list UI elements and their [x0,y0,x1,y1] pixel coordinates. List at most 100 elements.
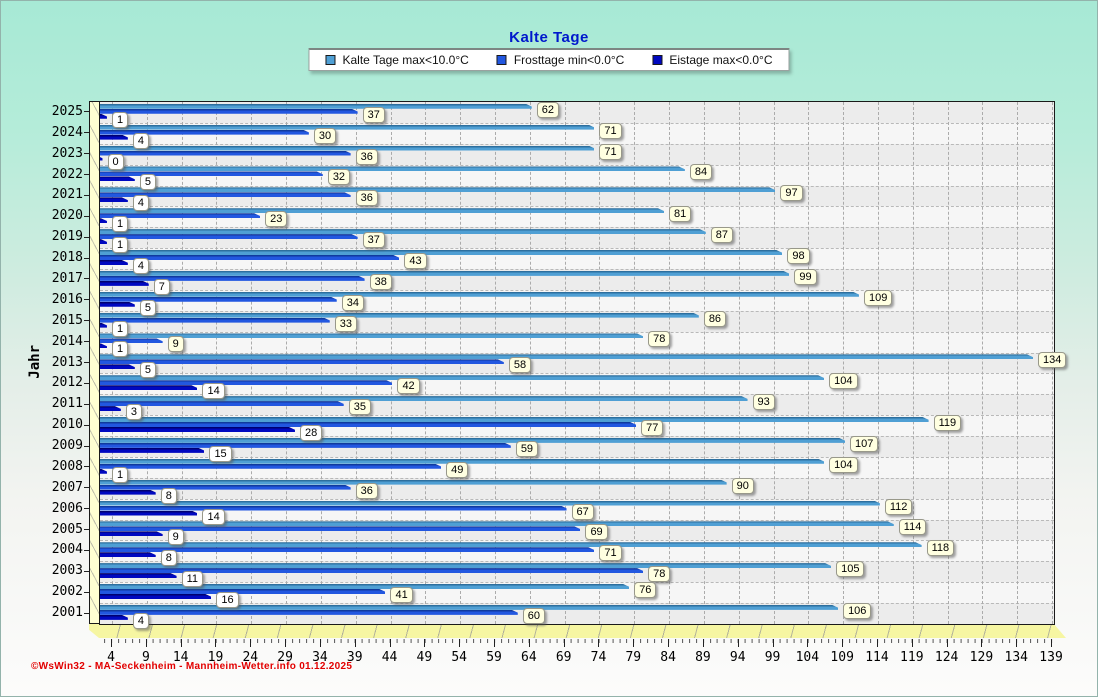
vertical-gridline [912,102,914,624]
legend-item-eistage: Eistage max<0.0°C [652,53,773,67]
bar-eis-2013 [100,364,135,369]
bar-frost-2015 [100,318,330,323]
bar-value-label: 1 [111,466,129,483]
y-axis-label: 2020 [51,208,83,224]
bar-value-label: 67 [571,503,594,520]
y-axis-tick [84,111,89,113]
bar-kalte-2023 [100,146,594,151]
x-axis-tick [424,639,426,647]
bar-frost-2003 [100,568,643,573]
bar-eis-2023 [100,156,103,161]
vertical-gridline [564,102,566,624]
bar-value-label: 99 [794,268,817,285]
bar-value-label: 36 [355,190,378,207]
bar-eis-2008 [100,469,107,474]
bar-eis-2004 [100,552,156,557]
vertical-gridline [982,102,984,624]
bar-frost-2002 [100,589,385,594]
y-axis-label: 2003 [51,563,83,579]
bar-frost-2024 [100,130,309,135]
bar-value-label: 41 [390,587,413,604]
bar-eis-2015 [100,323,107,328]
bar-frost-2025 [100,109,358,114]
y-axis-label: 2022 [51,166,83,182]
bar-eis-2001 [100,615,128,620]
y-axis-tick [84,549,89,551]
x-axis-label: 44 [381,650,398,665]
bar-value-label: 78 [648,566,671,583]
bar-kalte-2019 [100,229,706,234]
bar-value-label: 49 [446,461,469,478]
bar-value-label: 77 [641,420,664,436]
x-axis-label: 119 [900,650,924,665]
bar-eis-2007 [100,490,156,495]
y-axis-tick [84,174,89,176]
bar-frost-2019 [100,234,358,239]
bar-value-label: 5 [139,174,156,191]
bar-value-label: 23 [265,211,288,228]
bar-value-label: 34 [341,294,364,311]
y-axis-tick [84,341,89,343]
y-axis-label: 2001 [51,605,83,621]
bar-frost-2008 [100,464,441,469]
x-axis-tick [354,639,356,647]
horizontal-gridline [100,415,1054,417]
bar-kalte-2014 [100,333,643,338]
bar-value-label: 36 [355,482,378,499]
y-axis-label: 2012 [51,375,83,391]
bar-value-label: 112 [884,498,913,515]
bar-kalte-2017 [100,271,789,276]
horizontal-gridline [100,373,1054,375]
x-axis: 4 9 14 19 24 29 34 39 44 49 54 59 64 69 74 79 84 89 94 99 10… [99,639,1063,671]
bar-kalte-2021 [100,187,775,192]
x-axis-tick [772,639,774,647]
x-axis-label: 4 [107,650,115,665]
horizontal-gridline [100,519,1054,521]
bar-value-label: 78 [648,331,671,348]
x-axis-tick [145,639,147,647]
bar-frost-2007 [100,485,351,490]
bar-value-label: 35 [348,399,371,416]
y-axis-tick [84,132,89,134]
x-axis-label: 89 [695,650,711,665]
bar-value-label: 59 [515,440,539,457]
x-axis-minor-ticks [99,639,1053,643]
bar-value-label: 9 [167,336,184,353]
bar-eis-2019 [100,239,107,244]
x-axis-label: 139 [1039,650,1063,665]
bar-eis-2017 [100,281,149,286]
bar-eis-2016 [100,302,135,307]
bar-kalte-2012 [100,375,824,380]
plot-floor [89,623,1066,638]
bar-value-label: 3 [125,404,142,421]
horizontal-gridline [100,456,1054,458]
bar-value-label: 4 [132,612,149,629]
bar-kalte-2013 [100,354,1033,359]
bar-eis-2002 [100,594,211,599]
bar-eis-2006 [100,511,197,516]
bar-value-label: 14 [202,383,225,400]
bar-eis-2003 [100,573,177,578]
bar-value-label: 76 [634,582,657,599]
x-axis-tick [389,639,391,647]
bar-value-label: 9 [167,529,184,546]
y-axis-tick [84,257,89,259]
bar-value-label: 114 [898,519,927,536]
bar-kalte-2004 [100,542,922,547]
x-axis-tick [702,639,704,647]
x-axis-label: 49 [416,650,433,665]
y-axis-tick [84,612,89,614]
bar-value-label: 134 [1038,352,1067,369]
legend-label-eistage: Eistage max<0.0°C [669,53,773,67]
bar-value-label: 16 [216,592,239,609]
bar-value-label: 43 [404,252,427,269]
y-axis-label: 2009 [51,438,83,454]
bar-eis-2020 [100,218,107,223]
eistage-swatch-icon [652,55,663,65]
vertical-gridline [808,102,810,624]
x-axis-tick [842,639,844,647]
x-axis-tick [1016,639,1018,647]
x-axis-tick [946,639,948,647]
y-axis-label: 2006 [51,500,83,516]
